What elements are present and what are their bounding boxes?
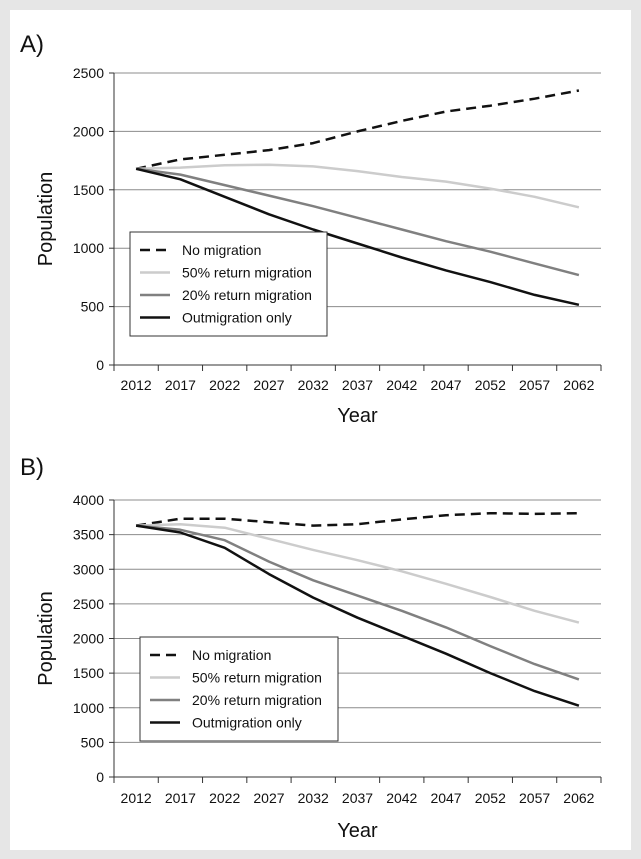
- x-tick-label: 2047: [430, 790, 461, 806]
- x-tick-label: 2042: [386, 377, 417, 393]
- x-tick-label: 2047: [430, 377, 461, 393]
- x-tick-label: 2042: [386, 790, 417, 806]
- x-tick-label: 2037: [342, 790, 373, 806]
- y-tick-label: 500: [81, 734, 105, 750]
- x-tick-label: 2022: [209, 377, 240, 393]
- x-tick-label: 2017: [165, 377, 196, 393]
- legend-entry: 20% return migration: [192, 692, 322, 708]
- x-tick-label: 2012: [121, 377, 152, 393]
- series-line-50-return-migration: [136, 163, 580, 209]
- y-tick-label: 4000: [73, 492, 104, 508]
- x-axis-title: Year: [337, 820, 378, 842]
- y-tick-label: 1500: [73, 182, 104, 198]
- y-tick-label: 0: [96, 357, 104, 373]
- legend-entry: 20% return migration: [182, 287, 312, 303]
- series-line-50-return-migration: [136, 522, 580, 624]
- x-tick-label: 2037: [342, 377, 373, 393]
- x-tick-label: 2052: [475, 790, 506, 806]
- x-axis-title: Year: [337, 405, 378, 427]
- x-tick-label: 2017: [165, 790, 196, 806]
- x-tick-label: 2057: [519, 377, 550, 393]
- series-line-20-return-migration: [135, 524, 580, 681]
- x-tick-label: 2027: [253, 790, 284, 806]
- y-tick-label: 1000: [73, 700, 104, 716]
- figure-svg: A) 0 500 1000 1500 2000 2500 2012 2017 2022 2027 20…: [20, 31, 602, 842]
- x-tick-label: 2012: [121, 790, 152, 806]
- y-tick-label: 500: [81, 299, 105, 315]
- series-line-no-migration: [135, 89, 580, 171]
- y-axis-title: Population: [35, 172, 57, 267]
- chart-panel-b: B) 0 500 1000 1500 2000 2500 3000 3500 4000 2012 20…: [20, 454, 602, 842]
- panel-label: A): [20, 31, 44, 58]
- legend-entry: Outmigration only: [192, 715, 302, 731]
- y-tick-label: 2500: [73, 65, 104, 81]
- legend-entry: No migration: [192, 647, 271, 663]
- y-tick-label: 3500: [73, 527, 104, 543]
- x-tick-label: 2032: [298, 377, 329, 393]
- x-tick-label: 2057: [519, 790, 550, 806]
- panel-label: B): [20, 454, 44, 481]
- x-tick-label: 2027: [253, 377, 284, 393]
- legend: No migration 50% return migration 20% retu…: [139, 636, 339, 742]
- legend-entry: 50% return migration: [192, 670, 322, 686]
- y-tick-label: 2500: [73, 596, 104, 612]
- series-line-outmigration-only: [135, 167, 580, 307]
- series-line-outmigration-only: [135, 524, 580, 707]
- series-line-no-migration: [135, 511, 579, 527]
- y-tick-label: 2000: [73, 123, 104, 139]
- x-tick-label: 2032: [298, 790, 329, 806]
- legend: No migration 50% return migration 20% retu…: [129, 231, 328, 337]
- y-tick-label: 1500: [73, 665, 104, 681]
- x-tick-label: 2062: [563, 790, 594, 806]
- series-line-20-return-migration: [135, 167, 580, 277]
- y-tick-label: 2000: [73, 631, 104, 647]
- x-tick-label: 2022: [209, 790, 240, 806]
- y-tick-label: 0: [96, 769, 104, 785]
- y-tick-label: 3000: [73, 561, 104, 577]
- x-tick-label: 2062: [563, 377, 594, 393]
- legend-entry: Outmigration only: [182, 310, 292, 326]
- y-tick-label: 1000: [73, 240, 104, 256]
- legend-entry: 50% return migration: [182, 265, 312, 281]
- y-axis-title: Population: [35, 591, 57, 686]
- x-tick-label: 2052: [475, 377, 506, 393]
- legend-entry: No migration: [182, 242, 261, 258]
- chart-panel-a: A) 0 500 1000 1500 2000 2500 2012 2017 2022 2027 20…: [20, 31, 602, 427]
- figure-frame: A) 0 500 1000 1500 2000 2500 2012 2017 2022 2027 20…: [10, 10, 631, 850]
